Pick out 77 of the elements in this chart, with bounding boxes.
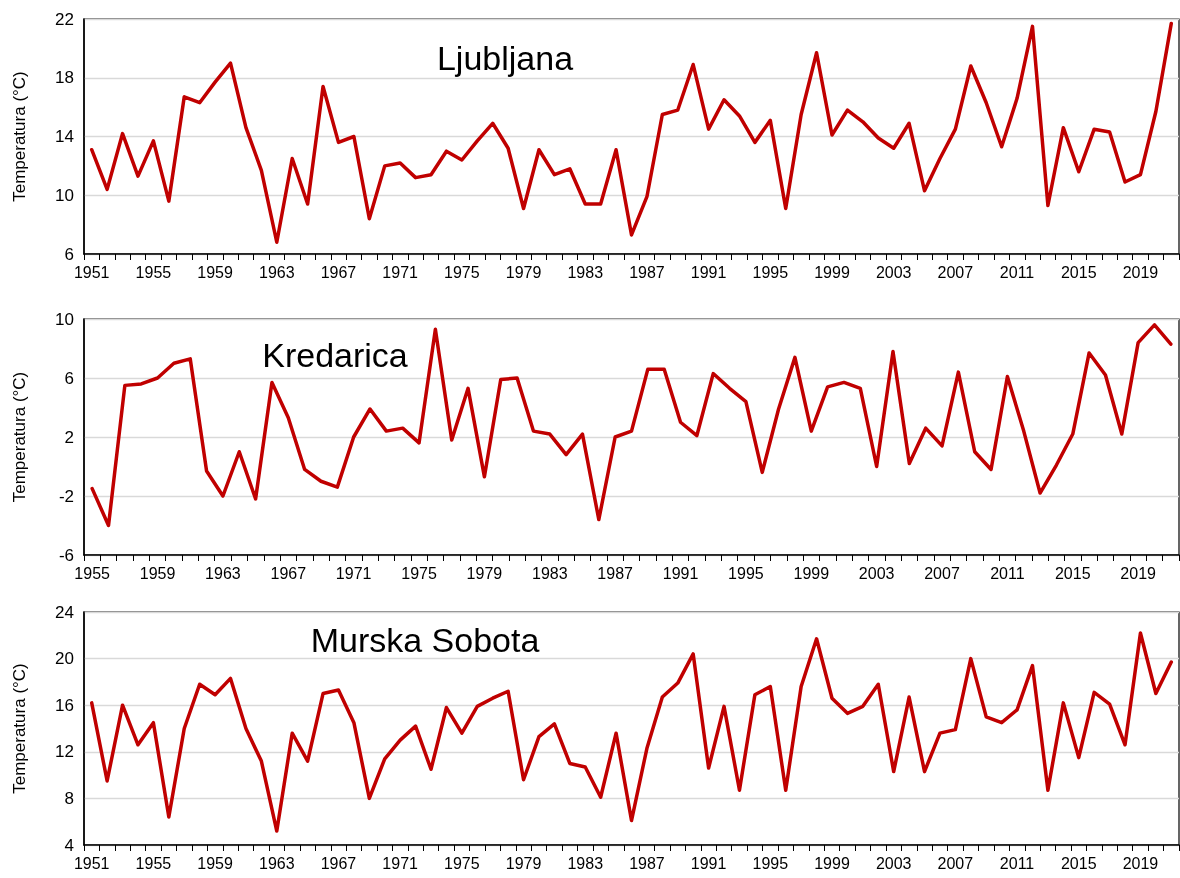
text: Ljubljana (436, 39, 574, 77)
y-tick-label: 22 (55, 9, 74, 29)
x-tick-label: 1999 (793, 564, 830, 582)
x-tick-label: 1987 (629, 854, 665, 872)
x-tick-label: 1983 (567, 263, 604, 281)
x-tick-label: 1987 (629, 263, 665, 281)
y-tick-label: 6 (64, 244, 74, 264)
x-tick-label: 1991 (690, 854, 727, 872)
x-tick-label: 1995 (752, 854, 789, 872)
y-tick-label: 16 (55, 695, 74, 715)
x-tick-label: 1963 (205, 564, 241, 582)
y-tick-label: 12 (55, 742, 74, 762)
x-tick-label: 1987 (597, 564, 634, 582)
y-tick-label: -2 (58, 486, 74, 506)
y-tick-label: 14 (55, 127, 74, 146)
x-tick-label: 1991 (662, 564, 699, 582)
x-tick-label: 1983 (531, 564, 568, 582)
x-tick-label: 1995 (728, 564, 764, 582)
x-tick-label: 1955 (135, 263, 172, 281)
x-tick-label: 2011 (999, 854, 1035, 872)
x-tick-label: 2011 (999, 263, 1035, 281)
y-tick-label: 4 (64, 835, 74, 855)
x-tick-label: 1995 (752, 263, 789, 281)
line-series (89, 21, 1174, 244)
y-tick-label: 20 (55, 649, 74, 669)
x-tick-label: 2019 (1120, 564, 1157, 582)
x-tick-label: 2015 (1060, 854, 1097, 872)
x-tick-label: 2007 (937, 854, 974, 872)
x-tick-label: 1967 (320, 854, 357, 872)
x-tick-label: 1971 (335, 564, 372, 582)
y-axis-title: Temperatura (°C) (10, 663, 29, 794)
x-tick-label: 1979 (505, 854, 542, 872)
x-tick-label: 1983 (567, 854, 604, 872)
y-tick-label: 24 (55, 602, 74, 622)
x-tick-label: 1959 (197, 263, 233, 281)
y-tick-label: -6 (58, 545, 74, 565)
x-tick-label: 2003 (858, 564, 895, 582)
x-tick-label: 1971 (382, 854, 419, 872)
y-tick-label: 6 (64, 368, 74, 388)
y-tick-label: 18 (55, 68, 74, 88)
x-tick-label: 2003 (875, 854, 912, 872)
x-tick-label: 1967 (320, 263, 357, 281)
x-tick-label: 1951 (73, 263, 110, 281)
y-axis-title: Temperatura (°C) (10, 71, 29, 202)
x-tick-label: 2011 (990, 564, 1025, 582)
x-tick-label: 1967 (270, 564, 307, 582)
x-tick-label: 1999 (814, 854, 850, 872)
x-tick-label: 1979 (505, 263, 542, 281)
text: Kredarica (262, 336, 408, 374)
x-tick-label: 1955 (135, 854, 172, 872)
x-tick-label: 1951 (73, 854, 110, 872)
x-tick-label: 1955 (74, 564, 111, 582)
x-tick-label: 1963 (258, 854, 295, 872)
x-tick-label: 2019 (1122, 854, 1159, 872)
x-tick-label: 1991 (690, 263, 727, 281)
y-axis-title: Temperatura (°C) (10, 371, 29, 503)
x-tick-label: 2015 (1054, 564, 1091, 582)
x-tick-label: 2015 (1060, 263, 1097, 281)
x-tick-label: 2019 (1122, 263, 1159, 281)
x-tick-label: 2003 (875, 263, 912, 281)
x-tick-label: 1959 (139, 564, 176, 582)
x-tick-label: 1963 (258, 263, 295, 281)
x-tick-label: 2007 (937, 263, 974, 281)
x-tick-label: 1975 (444, 854, 480, 872)
x-tick-label: 1959 (197, 854, 233, 872)
x-tick-label: 2007 (924, 564, 960, 582)
x-tick-label: 1971 (382, 263, 419, 281)
y-tick-label: 8 (64, 788, 74, 808)
line-series (90, 323, 1173, 528)
y-tick-label: 2 (64, 427, 74, 447)
y-tick-label: 10 (55, 185, 74, 205)
x-tick-label: 1975 (444, 263, 480, 281)
x-tick-label: 1975 (401, 564, 437, 582)
y-tick-label: 10 (55, 309, 74, 329)
x-tick-label: 1979 (466, 564, 503, 582)
chart-title: Murska Sobota (310, 621, 540, 659)
x-tick-label: 1999 (814, 263, 850, 281)
